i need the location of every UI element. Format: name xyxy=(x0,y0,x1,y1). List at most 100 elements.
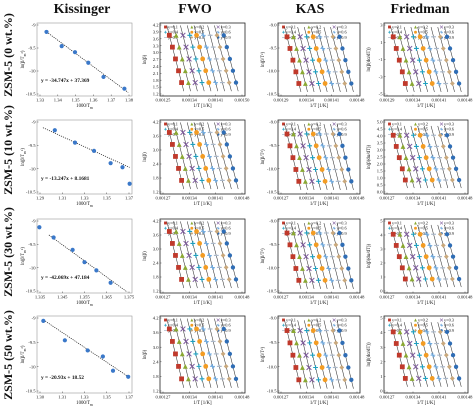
series-8 xyxy=(437,322,455,387)
series-point xyxy=(173,130,179,135)
series-point xyxy=(182,265,188,270)
series-point xyxy=(316,155,322,161)
series-point xyxy=(300,340,306,346)
legend-marker xyxy=(414,231,417,235)
series-7 xyxy=(207,122,225,190)
series-point xyxy=(426,69,432,75)
y-axis-label-sub: m xyxy=(23,250,27,253)
series-point xyxy=(403,132,410,138)
legend-label: y=0.3 xyxy=(444,318,454,323)
legend-marker xyxy=(388,122,391,126)
series-5 xyxy=(310,320,328,389)
series-7 xyxy=(430,224,449,288)
legend-label: y=0.9 xyxy=(221,132,231,137)
series-point xyxy=(179,178,184,183)
series-point xyxy=(170,142,175,147)
legend-label: y=0.1 xyxy=(392,25,402,30)
series-1 xyxy=(166,25,185,92)
series-point xyxy=(420,46,426,51)
panel-fwo-3: 4.2 3.6 3.0 2.4 1.8 1.20.00127 0.00134 0.00141 0… xyxy=(143,315,250,406)
row-label-0: ZSM-5 (0 wt.%) xyxy=(1,13,15,97)
panel-kas-0: -9.0 -9.5 -10.0 -10.50.00129 0.00134 0.00141 0… xyxy=(260,22,365,109)
series-point xyxy=(409,253,416,260)
legend-label: y=0.6 xyxy=(444,226,455,231)
x-tick-label: 1.35 xyxy=(72,98,81,103)
y-axis-label-tail: ²) xyxy=(20,247,26,250)
series-6 xyxy=(200,318,219,388)
legend-label: y=0.1 xyxy=(392,122,402,127)
series-point xyxy=(414,144,419,149)
series-point xyxy=(322,81,328,86)
series-point xyxy=(453,364,459,369)
series-point xyxy=(287,340,293,346)
series-6 xyxy=(200,122,219,190)
series-point xyxy=(185,376,191,382)
series-point xyxy=(197,339,203,344)
series-5 xyxy=(417,322,435,387)
series-point xyxy=(307,242,313,248)
legend-marker xyxy=(282,127,285,131)
series-5 xyxy=(310,26,328,93)
series-point xyxy=(310,328,316,333)
series-point xyxy=(342,377,348,383)
series-point xyxy=(310,254,316,260)
series-point xyxy=(424,132,430,138)
series-point xyxy=(224,339,229,344)
series-point xyxy=(406,364,412,370)
fit-equation: y = -20.93x + 18.52 xyxy=(41,375,84,381)
series-9 xyxy=(336,26,354,93)
series-9 xyxy=(336,124,354,190)
legend-marker xyxy=(332,221,336,225)
series-8 xyxy=(214,318,232,388)
x-tick-label: 0.00148 xyxy=(235,196,251,201)
series-point xyxy=(406,45,413,52)
chart-panels: -9-9.5-10-10.51.33 1.34 1.35 1.36 1.37 1.3810… xyxy=(20,22,473,407)
legend-label: y=0.5 xyxy=(311,30,321,35)
y-tick-label: -10 xyxy=(29,69,36,74)
legend-label: y=0.6 xyxy=(337,30,348,35)
legend-marker xyxy=(414,323,417,327)
series-8 xyxy=(437,26,455,93)
x-tick-label: 1.375 xyxy=(124,295,135,300)
series-point xyxy=(176,241,182,246)
x-tick-label: 0.00141 xyxy=(208,295,224,300)
y-tick-label: 4 xyxy=(380,233,383,238)
y-tick-label: 1.5 xyxy=(153,85,159,90)
series-point xyxy=(427,243,433,248)
x-tick-label: 0.00141 xyxy=(324,98,340,103)
x-tick-label: 0.00134 xyxy=(299,295,315,300)
legend-label: y=0.6 xyxy=(444,30,455,35)
legend-marker xyxy=(440,30,443,34)
x-axis-label: 1/T [1/K] xyxy=(417,301,436,306)
series-point xyxy=(417,132,423,138)
x-tick-label: 0.00127 xyxy=(380,196,396,201)
x-tick-label: 0.00125 xyxy=(156,98,172,103)
series-point xyxy=(230,68,236,73)
legend-label: y=0.9 xyxy=(221,35,231,40)
series-7 xyxy=(323,26,341,93)
series-point xyxy=(220,154,226,159)
series-point xyxy=(297,155,302,161)
series-point xyxy=(417,57,422,63)
series-point xyxy=(226,80,232,85)
series-point xyxy=(393,46,399,51)
series-point xyxy=(310,230,316,236)
legend-marker xyxy=(388,25,391,29)
series-point xyxy=(429,376,435,381)
y-axis-label: ln(β/T²) xyxy=(260,149,266,164)
legend-marker xyxy=(216,25,220,29)
series-point xyxy=(193,253,199,258)
legend-marker xyxy=(307,127,311,131)
series-4 xyxy=(410,26,428,93)
series-point xyxy=(166,326,172,332)
legend-marker xyxy=(282,25,285,29)
series-point xyxy=(197,142,203,147)
series-point xyxy=(393,144,399,149)
series-point xyxy=(300,69,305,75)
x-tick-label: 0.00141 xyxy=(324,295,340,300)
series-point xyxy=(342,277,348,283)
x-tick-label: 0.00127 xyxy=(274,196,290,201)
y-tick-label: -10.0 xyxy=(267,265,277,270)
series-point xyxy=(449,177,455,183)
